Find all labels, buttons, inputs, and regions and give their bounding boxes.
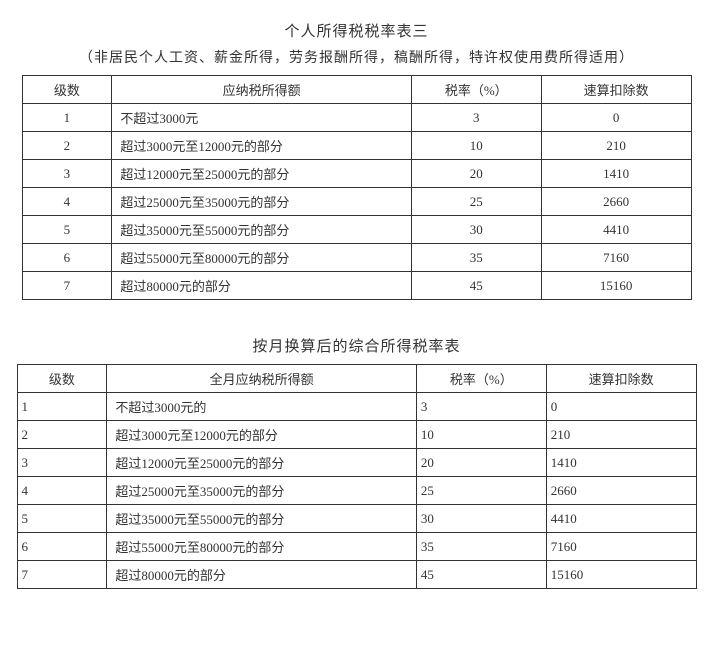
table-row: 6超过55000元至80000元的部分357160 [22,244,691,272]
cell-deduct: 0 [546,393,696,421]
table2-header-range: 全月应纳税所得额 [107,365,416,393]
tax-table-2: 级数 全月应纳税所得额 税率（%） 速算扣除数 1不超过3000元的302超过3… [17,364,697,589]
cell-deduct: 0 [541,104,691,132]
cell-rate: 30 [411,216,541,244]
cell-level: 7 [22,272,112,300]
cell-range: 不超过3000元 [112,104,411,132]
cell-rate: 10 [411,132,541,160]
cell-rate: 10 [416,421,546,449]
cell-range: 超过25000元至35000元的部分 [112,188,411,216]
table1-header-range: 应纳税所得额 [112,76,411,104]
cell-rate: 30 [416,505,546,533]
cell-level: 6 [17,533,107,561]
table-row: 3超过12000元至25000元的部分201410 [22,160,691,188]
cell-deduct: 2660 [541,188,691,216]
cell-deduct: 7160 [541,244,691,272]
cell-rate: 20 [416,449,546,477]
table1-header-row: 级数 应纳税所得额 税率（%） 速算扣除数 [22,76,691,104]
cell-deduct: 4410 [546,505,696,533]
cell-level: 3 [17,449,107,477]
cell-level: 5 [17,505,107,533]
section1-title: 个人所得税税率表三 [10,20,703,41]
table-row: 5超过35000元至55000元的部分304410 [17,505,696,533]
cell-level: 1 [22,104,112,132]
cell-range: 超过80000元的部分 [107,561,416,589]
cell-range: 超过35000元至55000元的部分 [112,216,411,244]
table2-header-deduct: 速算扣除数 [546,365,696,393]
cell-rate: 25 [416,477,546,505]
cell-rate: 3 [411,104,541,132]
table-row: 1不超过3000元30 [22,104,691,132]
cell-level: 2 [22,132,112,160]
cell-rate: 3 [416,393,546,421]
cell-range: 不超过3000元的 [107,393,416,421]
cell-level: 2 [17,421,107,449]
cell-deduct: 210 [541,132,691,160]
cell-deduct: 7160 [546,533,696,561]
table-row: 2超过3000元至12000元的部分10210 [22,132,691,160]
table-row: 7超过80000元的部分4515160 [22,272,691,300]
cell-range: 超过25000元至35000元的部分 [107,477,416,505]
cell-rate: 35 [416,533,546,561]
table-row: 4超过25000元至35000元的部分252660 [22,188,691,216]
table2-header-row: 级数 全月应纳税所得额 税率（%） 速算扣除数 [17,365,696,393]
table1-header-deduct: 速算扣除数 [541,76,691,104]
cell-level: 4 [17,477,107,505]
cell-deduct: 4410 [541,216,691,244]
cell-level: 4 [22,188,112,216]
cell-range: 超过12000元至25000元的部分 [107,449,416,477]
cell-deduct: 1410 [546,449,696,477]
cell-deduct: 210 [546,421,696,449]
cell-level: 6 [22,244,112,272]
table1-header-rate: 税率（%） [411,76,541,104]
table1-header-level: 级数 [22,76,112,104]
table-row: 2超过3000元至12000元的部分10210 [17,421,696,449]
table-row: 5超过35000元至55000元的部分304410 [22,216,691,244]
table-row: 6超过55000元至80000元的部分357160 [17,533,696,561]
section1-subtitle: （非居民个人工资、薪金所得，劳务报酬所得，稿酬所得，特许权使用费所得适用） [10,47,703,67]
cell-deduct: 15160 [546,561,696,589]
cell-range: 超过3000元至12000元的部分 [112,132,411,160]
cell-rate: 35 [411,244,541,272]
cell-level: 5 [22,216,112,244]
cell-range: 超过55000元至80000元的部分 [112,244,411,272]
cell-range: 超过55000元至80000元的部分 [107,533,416,561]
section2-title: 按月换算后的综合所得税率表 [10,335,703,356]
cell-deduct: 15160 [541,272,691,300]
cell-range: 超过12000元至25000元的部分 [112,160,411,188]
cell-range: 超过3000元至12000元的部分 [107,421,416,449]
cell-rate: 20 [411,160,541,188]
cell-rate: 45 [411,272,541,300]
table-row: 4超过25000元至35000元的部分252660 [17,477,696,505]
cell-rate: 25 [411,188,541,216]
cell-deduct: 2660 [546,477,696,505]
cell-level: 3 [22,160,112,188]
cell-level: 7 [17,561,107,589]
table-row: 7超过80000元的部分4515160 [17,561,696,589]
table-row: 1不超过3000元的30 [17,393,696,421]
cell-deduct: 1410 [541,160,691,188]
table2-header-rate: 税率（%） [416,365,546,393]
table2-header-level: 级数 [17,365,107,393]
cell-level: 1 [17,393,107,421]
cell-rate: 45 [416,561,546,589]
cell-range: 超过80000元的部分 [112,272,411,300]
cell-range: 超过35000元至55000元的部分 [107,505,416,533]
table-row: 3超过12000元至25000元的部分201410 [17,449,696,477]
tax-table-1: 级数 应纳税所得额 税率（%） 速算扣除数 1不超过3000元302超过3000… [22,75,692,300]
